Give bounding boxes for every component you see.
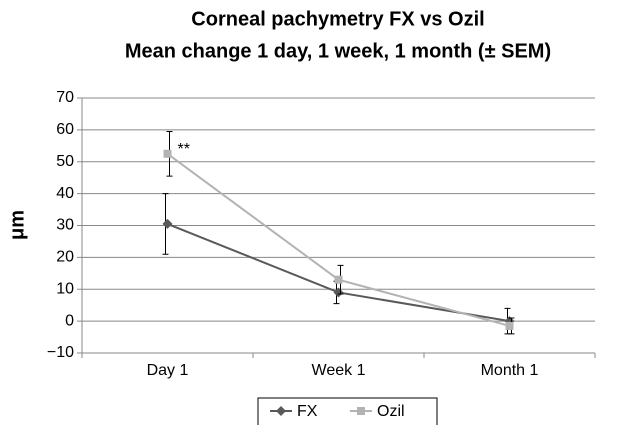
annotation: ** bbox=[178, 141, 190, 158]
series-line bbox=[167, 222, 510, 323]
y-tick-label: 40 bbox=[56, 185, 74, 202]
point bbox=[163, 149, 172, 158]
chart-title: Corneal pachymetry FX vs Ozil bbox=[191, 8, 484, 30]
x-tick-label: Month 1 bbox=[481, 362, 539, 379]
y-tick-label: 20 bbox=[56, 249, 74, 266]
y-tick-label: 10 bbox=[56, 280, 74, 297]
series-line bbox=[166, 152, 510, 327]
y-tick-label: 60 bbox=[56, 121, 74, 138]
y-tick-label: 70 bbox=[56, 89, 74, 106]
point bbox=[505, 321, 514, 330]
x-tick-label: Week 1 bbox=[312, 362, 366, 379]
legend-label: Ozil bbox=[377, 403, 405, 420]
y-tick-label: 30 bbox=[56, 217, 74, 234]
y-tick-label: 50 bbox=[56, 153, 74, 170]
point bbox=[162, 218, 173, 229]
point bbox=[334, 275, 343, 284]
x-tick-label: Day 1 bbox=[147, 362, 189, 379]
legend-label: FX bbox=[297, 403, 318, 420]
y-tick-label: −10 bbox=[47, 344, 74, 361]
legend-marker bbox=[276, 406, 286, 416]
y-tick-label: 0 bbox=[65, 312, 74, 329]
y-axis-label: μm bbox=[6, 210, 28, 240]
legend-marker bbox=[357, 407, 365, 415]
chart-subtitle: Mean change 1 day, 1 week, 1 month (± SE… bbox=[125, 40, 551, 62]
